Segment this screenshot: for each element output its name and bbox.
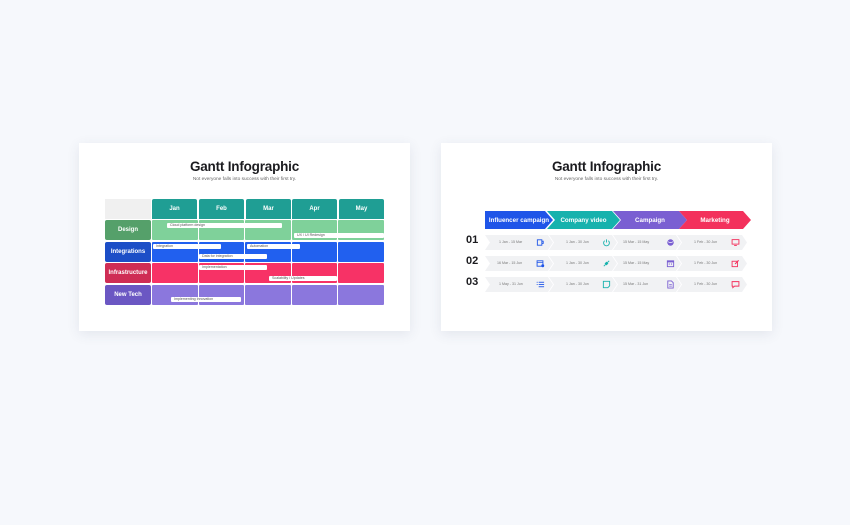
row-number: 03 [466,276,479,288]
plug-icon [602,259,611,268]
task-bar: Data for integration [199,254,267,259]
slide-subtitle: Not everyone falls into success with the… [192,177,297,182]
date-range: 1 Jan - 15 Mar [499,240,523,244]
row-number: 01 [466,234,479,246]
date-range: 1 Jan - 30 Jun [566,282,589,286]
slide-subtitle: Not everyone falls into success with the… [554,177,659,182]
date-range: 1 May - 31 Jun [499,282,523,286]
header-corner [105,199,151,219]
mug-icon [536,238,545,247]
timeline-cell [613,235,681,250]
calendar-icon [666,259,675,268]
task-bar: Implementation [199,265,267,270]
timeline-cell [485,235,553,250]
phase-marketing: Marketing [679,211,751,229]
month-header-jan: Jan [152,199,197,219]
chat-icon [731,280,740,289]
phase-company-video: Company video [547,211,620,229]
timeline-cell [613,256,681,271]
month-header-apr: Apr [292,199,337,219]
date-range: 15 Mar - 15 May [623,261,650,265]
note-icon [602,280,611,289]
row-band-infrastructure [152,263,384,283]
task-bar: Automation [247,244,300,249]
edit-icon [731,259,740,268]
row-number: 02 [466,255,479,267]
monitor-icon [731,238,740,247]
power-icon [602,238,611,247]
timeline-cell [613,277,681,292]
task-bar: Scalability / Updates [269,276,337,281]
list-icon [536,280,545,289]
task-bar: UX / UI Redesign [294,233,384,238]
timeline-cell [485,277,553,292]
calendar-gear-icon [536,259,545,268]
timeline-cell [549,256,617,271]
date-range: 1 Feb - 30 Jun [694,261,718,265]
timeline-cell [549,277,617,292]
date-range: 15 Mar - 31 Jun [623,282,649,286]
document-icon [666,280,675,289]
row-label-infrastructure: Infrastructure [105,263,151,283]
task-bar: Cloud platform design [167,223,282,228]
timeline-cell [677,256,747,271]
date-range: 1 Feb - 30 Jun [694,282,718,286]
date-range: 15 Mar - 15 May [623,240,650,244]
phase-campaign: Campaign [613,211,687,229]
globe-icon [666,238,675,247]
row-band-new-tech [152,285,384,305]
task-bar: Integration [153,244,221,249]
timeline-cell [677,277,747,292]
month-header-may: May [339,199,384,219]
slide-title: Gantt Infographic [551,159,662,174]
slide-title: Gantt Infographic [189,159,300,174]
month-header-mar: Mar [246,199,291,219]
date-range: 1 Feb - 30 Jun [694,240,718,244]
gantt-grid-slide: Gantt Infographic Not everyone falls int… [79,143,410,331]
timeline-cell [549,235,617,250]
date-range: 1 Jan - 30 Jun [566,261,589,265]
row-label-new-tech: New Tech [105,285,151,305]
task-bar: Implementing Innovation [171,297,241,302]
date-range: 16 Mar - 15 Jun [497,261,523,265]
phase-influencer-campaign: Influencer campaign [485,211,553,229]
month-header-feb: Feb [199,199,244,219]
timeline-cell [485,256,553,271]
row-label-design: Design [105,220,151,240]
row-label-integrations: Integrations [105,242,151,262]
timeline-slide: Gantt Infographic Not everyone falls int… [441,143,772,331]
timeline-cell [677,235,747,250]
date-range: 1 Jan - 30 Jun [566,240,589,244]
